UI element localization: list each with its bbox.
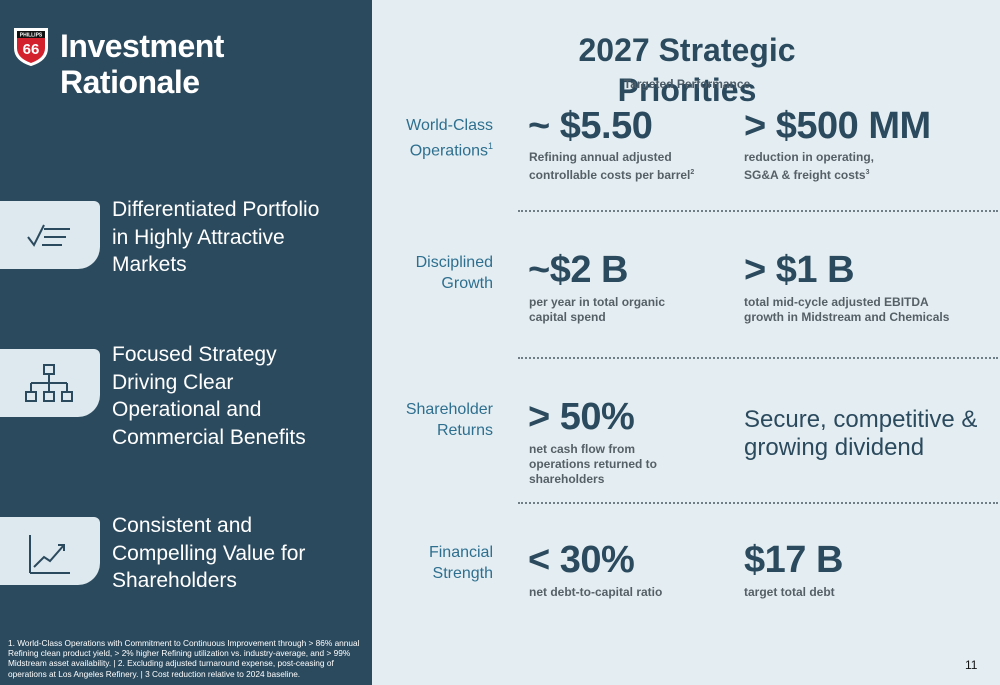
row-label-world-class-operations: World-Class Operations1	[406, 115, 493, 161]
feature-2-line1: Focused Strategy	[112, 343, 277, 366]
row-divider-1	[518, 210, 998, 212]
row-1-label-line2: Operations1	[409, 141, 493, 160]
logo-number-text: 66	[23, 41, 40, 58]
feature-3-line3: Shareholders	[112, 569, 237, 592]
feature-1-line2: in Highly Attractive	[112, 225, 285, 249]
feature-1-line3: Markets	[112, 253, 187, 276]
row-2-right-value: > $1 B	[744, 249, 855, 291]
feature-2-line3: Operational and	[112, 398, 262, 421]
row-label-disciplined-growth: Disciplined Growth	[415, 254, 493, 292]
row-1-left-value: ~ $5.50	[528, 105, 653, 147]
page-number: 11	[965, 658, 978, 672]
page-title: 2027 Strategic Priorities	[578, 32, 796, 108]
footnote: 1. World-Class Operations with Commitmen…	[8, 638, 360, 679]
row-3-left-desc: net cash flow from operations returned t…	[529, 442, 658, 486]
row-3-left-value: > 50%	[528, 396, 635, 438]
phillips-66-logo: PHILLIPS 66	[14, 28, 48, 66]
feature-icon-tab-1	[0, 201, 100, 269]
feature-3-line1: Consistent and	[112, 514, 253, 537]
sidebar-title-line1: Investment	[60, 28, 224, 64]
row-4-right-value: $17 B	[744, 539, 843, 581]
row-divider-3	[518, 502, 998, 504]
org-chart-icon	[25, 364, 73, 402]
row-4-left-value: < 30%	[528, 539, 635, 581]
feature-icon-tab-3	[0, 517, 100, 585]
row-2-left-value: ~$2 B	[528, 249, 628, 291]
feature-text-1: Differentiated Portfolio in Highly Attra…	[112, 196, 319, 279]
checklist-icon	[27, 224, 70, 247]
row-2-right-desc: total mid-cycle adjusted EBITDA growth i…	[744, 295, 950, 324]
sidebar-title-line2: Rationale	[60, 64, 200, 100]
row-divider-2	[518, 357, 998, 359]
row-label-shareholder-returns: Shareholder Returns	[405, 401, 493, 439]
feature-text-3: Consistent and Compelling Value for Shar…	[112, 512, 305, 595]
growth-chart-icon	[29, 535, 70, 574]
feature-2-line4: Commercial Benefits	[112, 425, 306, 449]
sidebar: PHILLIPS 66 Investment Rationale Differe…	[0, 0, 372, 685]
feature-3-line2: Compelling Value for	[112, 541, 306, 565]
page-subtitle: Targeted Performance	[623, 77, 751, 91]
feature-icon-tab-2	[0, 349, 100, 417]
feature-text-2: Focused Strategy Driving Clear Operation…	[112, 341, 306, 451]
row-1-right-desc: reduction in operating, SG&A & freight c…	[744, 150, 875, 182]
row-label-financial-strength: Financial Strength	[428, 544, 493, 582]
main-panel	[372, 0, 1000, 685]
row-4-right-desc: target total debt	[744, 585, 835, 599]
feature-1-line1: Differentiated Portfolio	[112, 198, 320, 221]
row-1-right-value: > $500 MM	[744, 105, 931, 147]
row-1-label-sup: 1	[487, 141, 493, 151]
row-2-left-desc: per year in total organic capital spend	[529, 295, 666, 324]
sidebar-title: Investment Rationale	[60, 28, 224, 100]
row-3-right-text: Secure, competitive & growing dividend	[744, 406, 978, 461]
logo-top-text: PHILLIPS	[20, 33, 43, 39]
feature-2-line2: Driving Clear	[112, 370, 234, 394]
row-1-label-line1: World-Class	[406, 117, 493, 134]
row-4-left-desc: net debt-to-capital ratio	[529, 585, 663, 599]
row-1-left-desc: Refining annual adjusted controllable co…	[529, 150, 695, 182]
